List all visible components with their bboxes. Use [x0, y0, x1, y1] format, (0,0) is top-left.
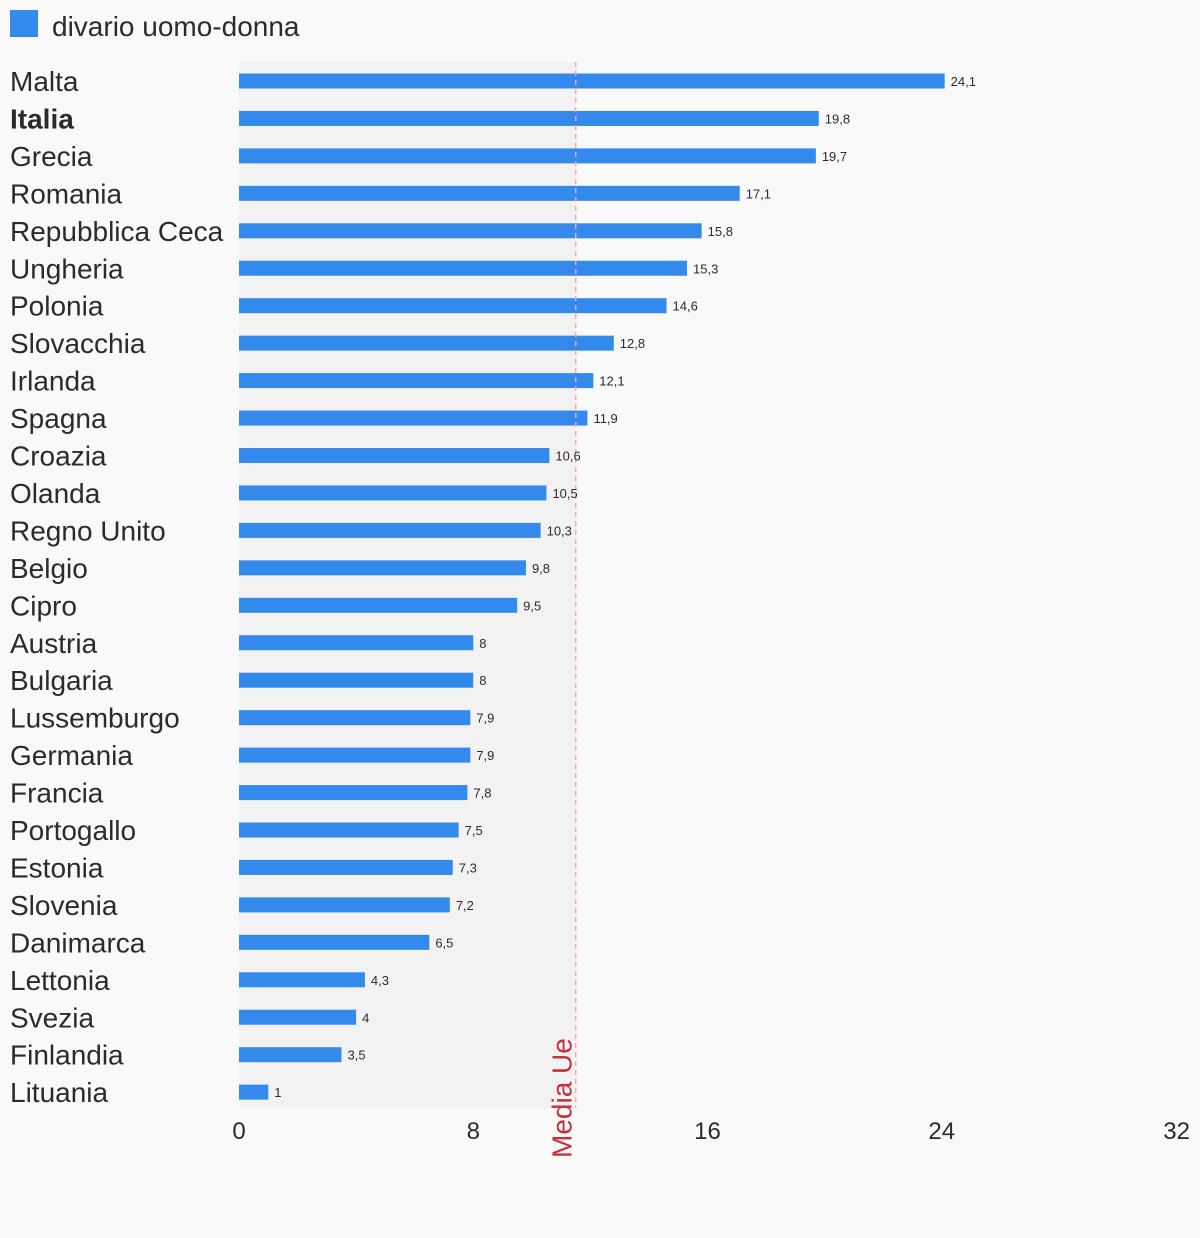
bars-group	[239, 73, 945, 1100]
category-label: Lituania	[10, 1077, 109, 1108]
category-label: Slovacchia	[10, 328, 146, 359]
category-label: Repubblica Ceca	[10, 216, 224, 247]
value-label: 3,5	[347, 1048, 365, 1063]
category-label: Svezia	[10, 1002, 94, 1033]
bar	[239, 335, 614, 351]
value-label: 24,1	[951, 74, 976, 89]
reference-label: Media Ue	[547, 1038, 578, 1158]
x-tick-label: 16	[694, 1118, 721, 1145]
bar	[239, 672, 474, 688]
x-tick-label: 32	[1163, 1118, 1190, 1145]
bar	[239, 373, 594, 389]
value-label: 4,3	[371, 973, 389, 988]
category-label: Danimarca	[10, 927, 146, 958]
bar	[239, 710, 471, 726]
bar	[239, 148, 816, 164]
bar	[239, 185, 740, 201]
category-label: Portogallo	[10, 815, 136, 846]
bar	[239, 522, 541, 538]
value-label: 15,3	[693, 261, 718, 276]
x-axis-ticks: 0 8 16 24 32	[232, 1118, 1190, 1145]
value-label: 10,6	[555, 449, 580, 464]
category-label: Regno Unito	[10, 515, 166, 546]
bar	[239, 485, 547, 501]
category-label: Lettonia	[10, 965, 110, 996]
legend-swatch	[10, 10, 38, 37]
category-label: Romania	[10, 178, 122, 209]
value-label: 12,1	[599, 374, 624, 389]
value-label: 8	[479, 636, 486, 651]
category-label: Malta	[10, 66, 79, 97]
bar	[239, 73, 945, 89]
value-label: 7,8	[473, 786, 491, 801]
category-label: Estonia	[10, 852, 104, 883]
x-tick-label: 0	[232, 1118, 245, 1145]
value-label: 15,8	[708, 224, 733, 239]
category-label: Olanda	[10, 478, 101, 509]
value-label: 10,3	[547, 523, 572, 538]
value-label: 9,8	[532, 561, 550, 576]
bar	[239, 859, 453, 875]
bar	[239, 560, 526, 576]
value-label: 11,9	[593, 411, 617, 426]
legend-label: divario uomo-donna	[52, 11, 300, 42]
legend: divario uomo-donna	[10, 10, 300, 42]
value-label: 7,2	[456, 898, 474, 913]
bar	[239, 785, 468, 801]
bar	[239, 747, 471, 763]
category-label: Finlandia	[10, 1040, 124, 1071]
category-label: Grecia	[10, 141, 93, 172]
value-label: 9,5	[523, 598, 541, 613]
category-label: Austria	[10, 628, 98, 659]
bar	[239, 448, 550, 463]
x-tick-label: 8	[467, 1118, 480, 1145]
bar	[239, 822, 459, 838]
category-label: Francia	[10, 778, 104, 809]
category-label: Italia	[10, 103, 74, 134]
category-label: Bulgaria	[10, 665, 113, 696]
bar	[239, 635, 474, 651]
value-label: 7,9	[476, 711, 494, 726]
bar	[239, 972, 365, 988]
value-labels: 24,119,819,717,115,815,314,612,812,111,9…	[274, 74, 976, 1100]
value-label: 19,7	[822, 149, 847, 164]
bar	[239, 1047, 342, 1063]
bar	[239, 1084, 269, 1100]
bar	[239, 110, 819, 126]
value-label: 14,6	[673, 299, 698, 314]
value-label: 10,5	[552, 486, 577, 501]
value-label: 12,8	[620, 336, 645, 351]
category-label: Polonia	[10, 291, 104, 322]
value-label: 7,5	[465, 823, 483, 838]
category-labels: Malta Italia Grecia Romania Repubblica Ceca U…	[10, 66, 224, 1108]
category-label: Ungheria	[10, 253, 124, 284]
value-label: 7,3	[459, 860, 477, 875]
category-label: Germania	[10, 740, 133, 771]
category-label: Irlanda	[10, 366, 96, 397]
value-label: 4	[362, 1010, 369, 1025]
bar	[239, 1009, 357, 1025]
value-label: 17,1	[746, 186, 771, 201]
value-label: 1	[274, 1085, 281, 1100]
bar	[239, 223, 702, 239]
bar	[239, 410, 588, 426]
bar	[239, 897, 450, 913]
bar	[239, 260, 688, 276]
value-label: 7,9	[476, 748, 494, 763]
value-label: 19,8	[825, 111, 850, 126]
value-label: 8	[479, 673, 486, 688]
category-label: Croazia	[10, 441, 107, 472]
category-label: Belgio	[10, 553, 88, 584]
category-label: Cipro	[10, 590, 77, 621]
bar	[239, 597, 518, 613]
reference-shaded-region	[239, 62, 576, 1108]
value-label: 6,5	[435, 935, 453, 950]
category-label: Lussemburgo	[10, 703, 180, 734]
category-label: Spagna	[10, 403, 107, 434]
x-tick-label: 24	[928, 1118, 955, 1145]
bar	[239, 934, 430, 950]
category-label: Slovenia	[10, 890, 118, 921]
bar	[239, 298, 667, 314]
